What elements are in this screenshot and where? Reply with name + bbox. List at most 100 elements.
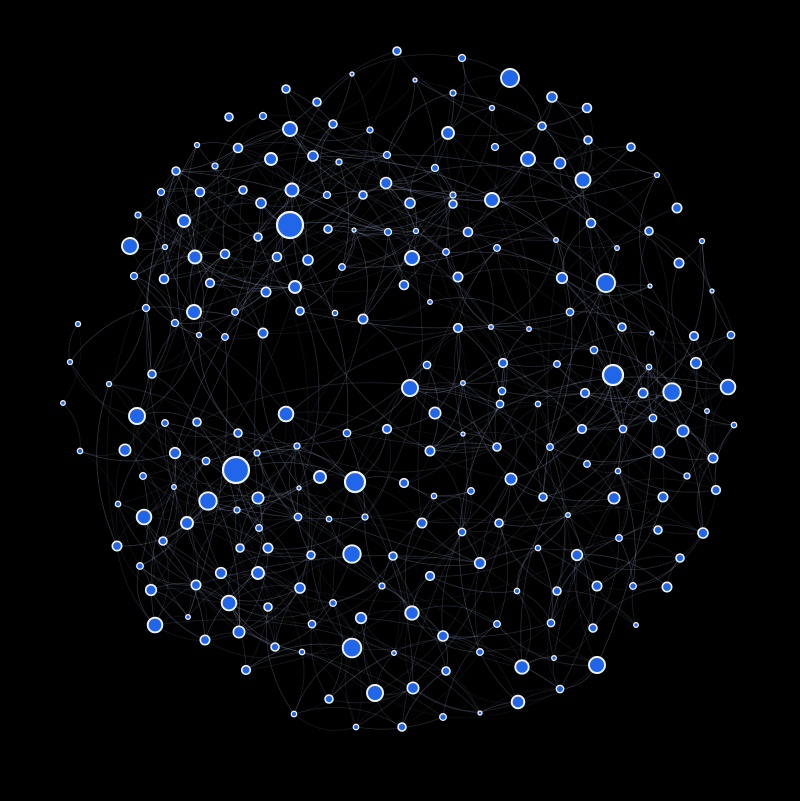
- graph-node[interactable]: [546, 618, 556, 628]
- graph-node[interactable]: [219, 248, 231, 260]
- graph-node[interactable]: [452, 271, 464, 283]
- graph-node[interactable]: [221, 455, 251, 485]
- graph-node[interactable]: [233, 428, 243, 438]
- graph-node[interactable]: [366, 126, 374, 134]
- graph-node[interactable]: [357, 313, 369, 325]
- graph-node[interactable]: [629, 582, 637, 590]
- graph-node[interactable]: [460, 380, 466, 386]
- graph-node[interactable]: [257, 327, 269, 339]
- graph-node[interactable]: [293, 442, 301, 450]
- graph-node[interactable]: [398, 477, 410, 489]
- graph-node[interactable]: [579, 387, 591, 399]
- graph-node[interactable]: [401, 379, 419, 397]
- graph-node[interactable]: [730, 421, 738, 429]
- graph-node[interactable]: [214, 566, 228, 580]
- graph-node[interactable]: [194, 186, 206, 198]
- graph-node[interactable]: [158, 273, 170, 285]
- graph-node[interactable]: [342, 428, 352, 438]
- graph-node[interactable]: [187, 249, 203, 265]
- graph-node[interactable]: [551, 655, 557, 661]
- graph-node[interactable]: [277, 405, 295, 423]
- graph-node[interactable]: [644, 226, 654, 236]
- graph-node[interactable]: [449, 89, 457, 97]
- graph-node[interactable]: [683, 472, 691, 480]
- graph-node[interactable]: [526, 326, 532, 332]
- graph-node[interactable]: [105, 380, 113, 388]
- graph-node[interactable]: [430, 492, 438, 500]
- graph-node[interactable]: [416, 517, 428, 529]
- graph-node[interactable]: [404, 197, 416, 209]
- graph-node[interactable]: [118, 443, 132, 457]
- graph-node[interactable]: [331, 309, 339, 317]
- graph-node[interactable]: [662, 382, 682, 402]
- graph-node[interactable]: [500, 68, 520, 88]
- graph-node[interactable]: [233, 506, 241, 514]
- graph-node[interactable]: [288, 280, 302, 294]
- graph-node[interactable]: [652, 445, 666, 459]
- graph-node[interactable]: [282, 121, 298, 137]
- graph-node[interactable]: [675, 553, 685, 563]
- graph-node[interactable]: [719, 378, 737, 396]
- graph-node[interactable]: [427, 299, 433, 305]
- graph-node[interactable]: [198, 491, 218, 511]
- graph-node[interactable]: [520, 151, 536, 167]
- graph-node[interactable]: [114, 500, 122, 508]
- graph-node[interactable]: [302, 254, 314, 266]
- graph-node[interactable]: [633, 622, 639, 628]
- graph-node[interactable]: [412, 77, 418, 83]
- graph-node[interactable]: [688, 330, 700, 342]
- graph-node[interactable]: [238, 185, 248, 195]
- graph-node[interactable]: [129, 271, 139, 281]
- graph-node[interactable]: [111, 540, 123, 552]
- graph-node[interactable]: [168, 446, 182, 460]
- graph-node[interactable]: [322, 190, 332, 200]
- graph-node[interactable]: [388, 551, 398, 561]
- graph-node[interactable]: [704, 408, 710, 414]
- graph-node[interactable]: [707, 452, 719, 464]
- graph-node[interactable]: [576, 423, 588, 435]
- graph-node[interactable]: [382, 150, 392, 160]
- graph-node[interactable]: [553, 237, 559, 243]
- graph-node[interactable]: [645, 363, 653, 371]
- graph-node[interactable]: [199, 634, 211, 646]
- graph-node[interactable]: [615, 534, 623, 542]
- graph-node[interactable]: [581, 102, 593, 114]
- graph-node[interactable]: [585, 217, 597, 229]
- graph-node[interactable]: [637, 387, 649, 399]
- graph-node[interactable]: [378, 582, 386, 590]
- graph-node[interactable]: [232, 142, 244, 154]
- graph-node[interactable]: [457, 53, 467, 63]
- graph-node[interactable]: [538, 492, 548, 502]
- graph-node[interactable]: [397, 722, 407, 732]
- graph-node[interactable]: [366, 684, 384, 702]
- graph-node[interactable]: [161, 419, 169, 427]
- graph-node[interactable]: [74, 320, 82, 328]
- graph-node[interactable]: [341, 637, 363, 659]
- graph-node[interactable]: [381, 423, 393, 435]
- graph-node[interactable]: [296, 485, 302, 491]
- graph-node[interactable]: [190, 579, 202, 591]
- graph-node[interactable]: [66, 358, 74, 366]
- graph-node[interactable]: [534, 400, 542, 408]
- graph-node[interactable]: [391, 650, 397, 656]
- graph-node[interactable]: [697, 527, 709, 539]
- graph-node[interactable]: [240, 664, 252, 676]
- graph-node[interactable]: [647, 283, 653, 289]
- graph-node[interactable]: [349, 71, 355, 77]
- graph-node[interactable]: [284, 182, 300, 198]
- graph-node[interactable]: [271, 251, 283, 263]
- graph-node[interactable]: [295, 306, 305, 316]
- graph-node[interactable]: [324, 694, 334, 704]
- graph-node[interactable]: [657, 491, 669, 503]
- graph-node[interactable]: [589, 345, 599, 355]
- graph-node[interactable]: [185, 614, 191, 620]
- graph-node[interactable]: [144, 583, 158, 597]
- graph-node[interactable]: [195, 331, 203, 339]
- graph-node[interactable]: [161, 243, 169, 251]
- graph-node[interactable]: [477, 710, 483, 716]
- graph-node[interactable]: [255, 197, 267, 209]
- graph-node[interactable]: [260, 286, 272, 298]
- graph-node[interactable]: [710, 484, 722, 496]
- graph-node[interactable]: [614, 467, 622, 475]
- graph-node[interactable]: [565, 307, 575, 317]
